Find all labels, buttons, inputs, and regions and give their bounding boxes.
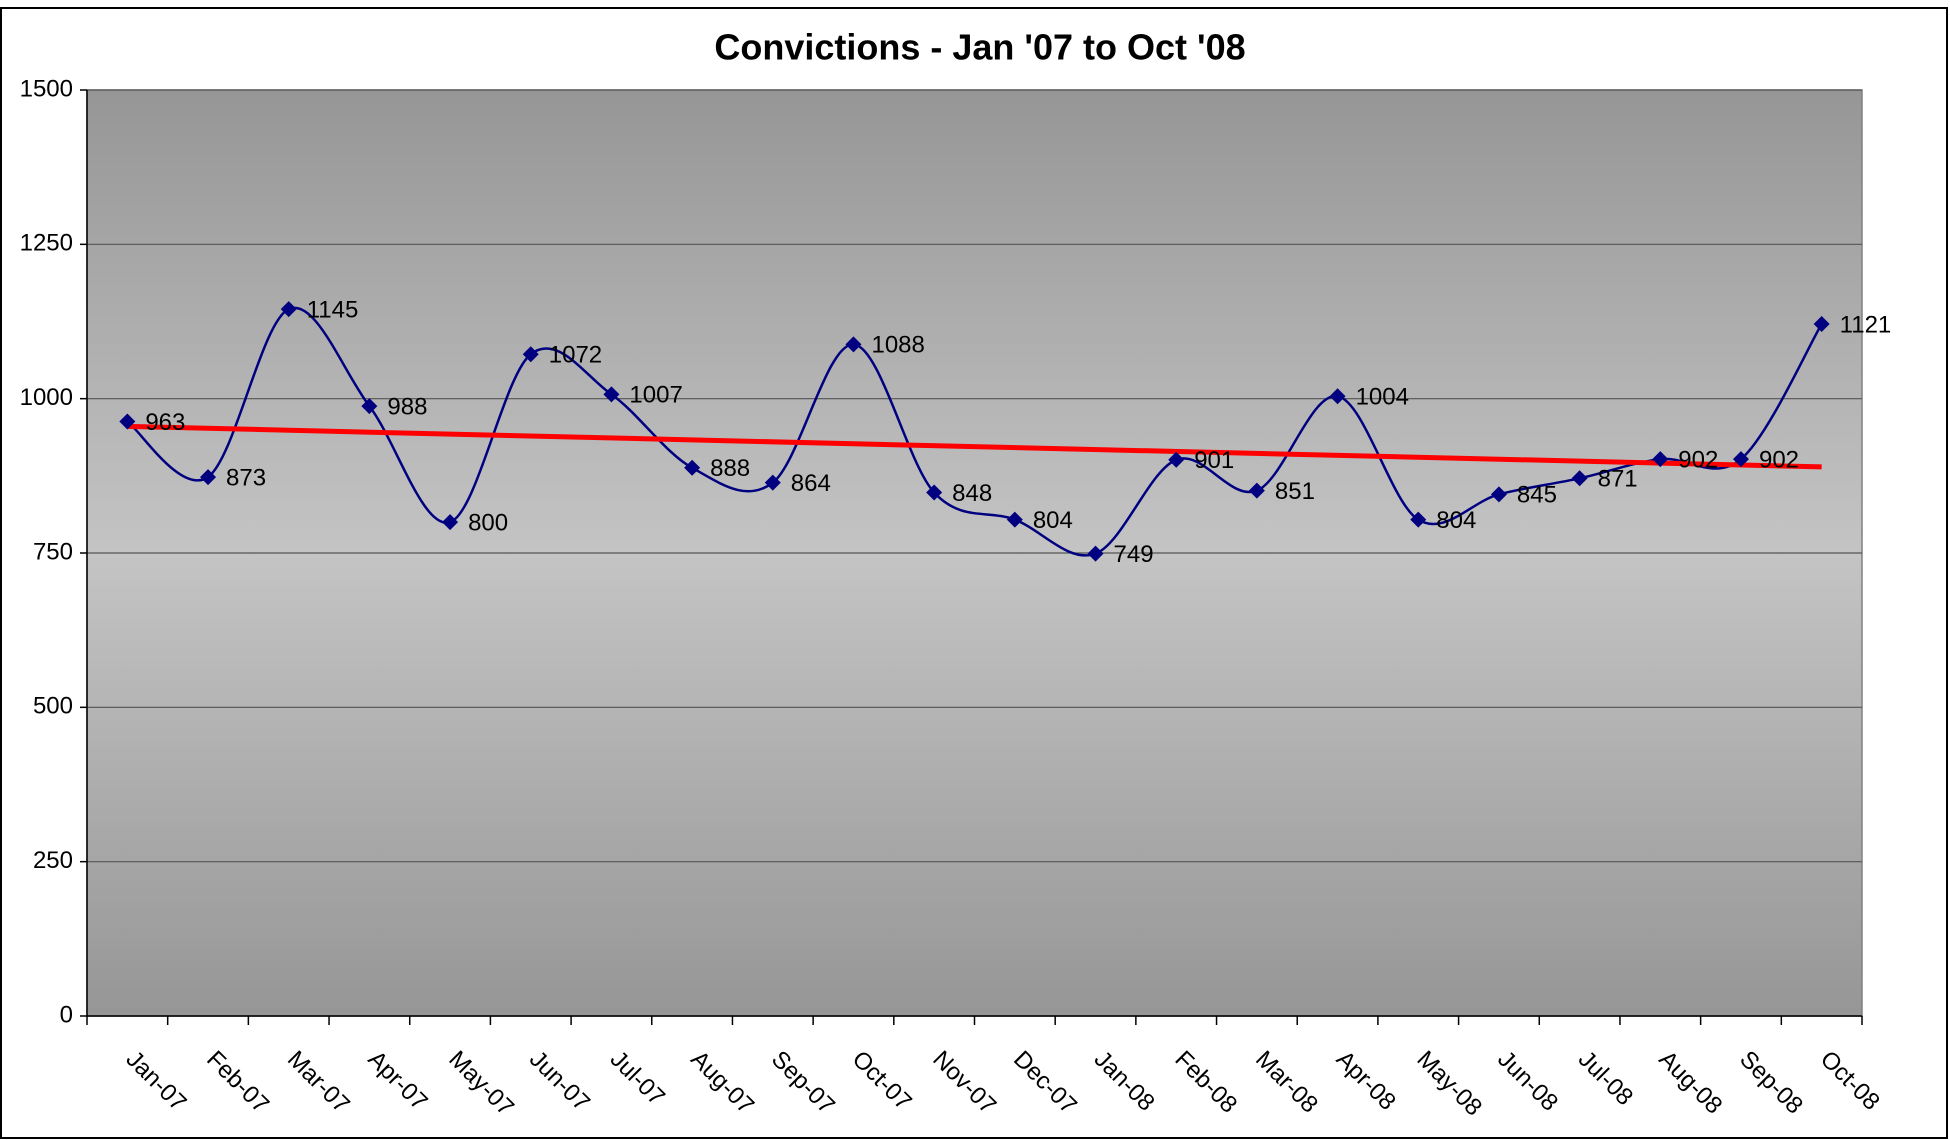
data-label: 851 [1275,478,1315,505]
y-tick-label: 1250 [20,230,73,257]
marker [764,474,781,491]
data-label: 873 [226,464,266,491]
data-label: 1007 [629,382,682,409]
data-label: 1088 [871,332,924,359]
data-label: 800 [468,509,508,536]
y-tick-label: 250 [33,847,73,874]
marker [1490,486,1507,503]
marker [522,346,539,363]
marker [1813,315,1830,332]
marker [1006,511,1023,528]
data-label: 902 [1678,447,1718,474]
data-label: 902 [1759,447,1799,474]
data-label: 804 [1436,507,1476,534]
data-label: 1121 [1840,311,1892,338]
marker [1732,451,1749,468]
marker [1087,545,1104,562]
data-label: 1072 [549,342,602,369]
marker [1329,388,1346,405]
data-label: 1004 [1356,384,1409,411]
y-tick-label: 500 [33,693,73,720]
data-label: 864 [791,470,831,497]
data-label: 871 [1598,466,1638,493]
marker [845,336,862,353]
marker [1168,451,1185,468]
data-label: 848 [952,480,992,507]
marker [442,514,459,531]
data-label: 901 [1194,447,1234,474]
marker [1571,470,1588,487]
trendline [127,423,1822,470]
y-tick-label: 1500 [20,75,73,102]
y-tick-label: 1000 [20,384,73,411]
marker [361,398,378,415]
data-label: 963 [145,409,185,436]
data-label: 988 [387,393,427,420]
marker [280,301,297,318]
data-label: 888 [710,455,750,482]
marker [1652,451,1669,468]
marker [119,413,136,430]
chart-title: Convictions - Jan '07 to Oct '08 [714,27,1245,68]
marker [603,386,620,403]
y-tick-label: 0 [60,1001,73,1028]
marker [926,484,943,501]
data-label: 749 [1114,541,1154,568]
y-tick-label: 750 [33,538,73,565]
marker [200,469,217,486]
data-label: 804 [1033,507,1073,534]
marker [684,459,701,476]
data-label: 1145 [307,296,359,323]
data-label: 845 [1517,482,1557,509]
marker [1410,511,1427,528]
marker [1248,482,1265,499]
